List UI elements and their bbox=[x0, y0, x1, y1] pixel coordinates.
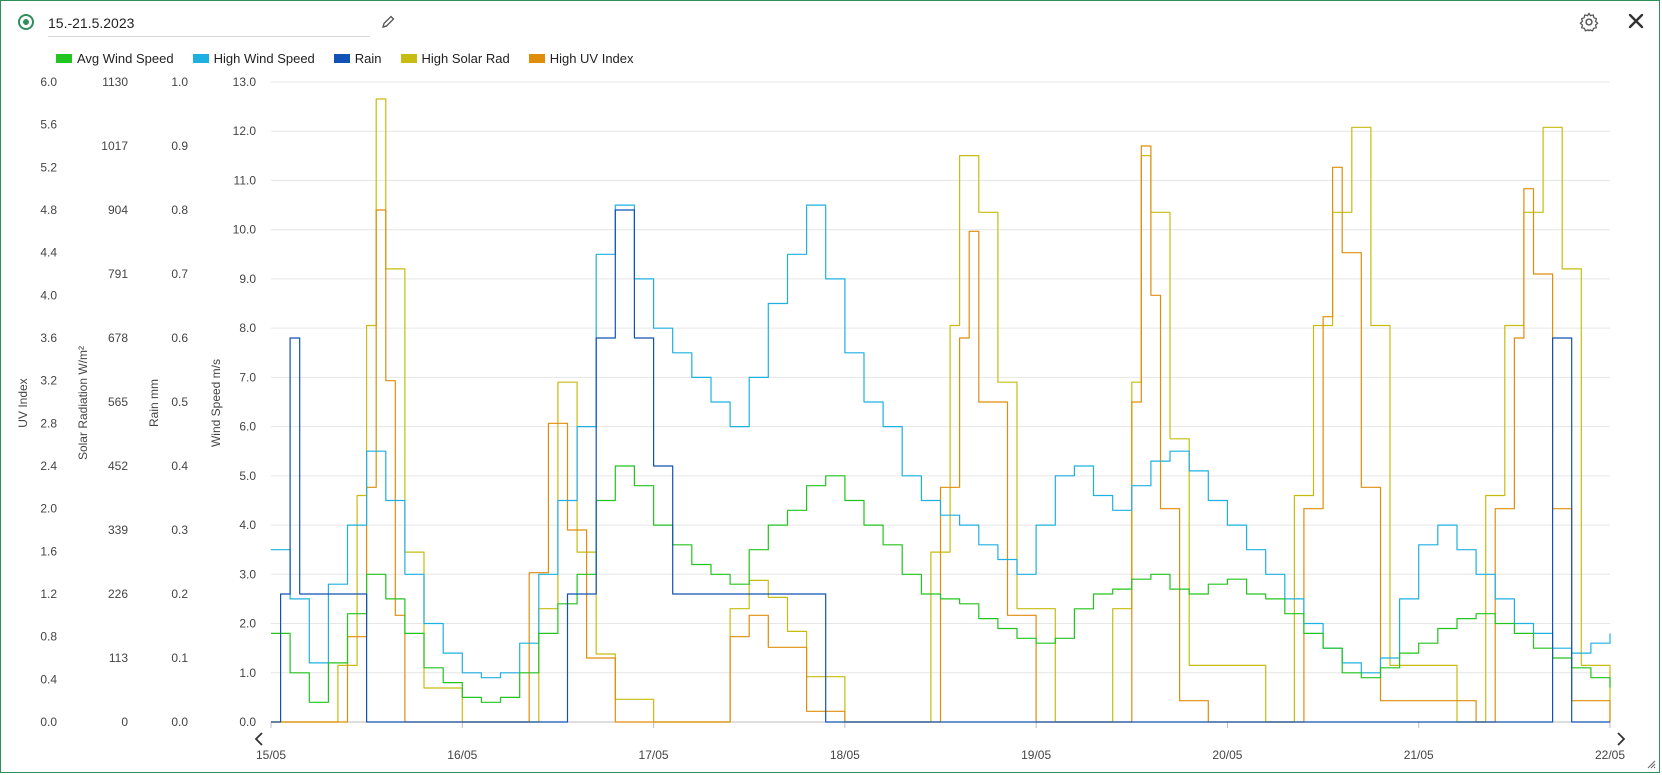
y-tick-label-wind: 13.0 bbox=[233, 75, 257, 89]
y-tick-label-wind: 0.0 bbox=[239, 715, 256, 729]
radio-icon[interactable] bbox=[18, 14, 34, 30]
pencil-icon[interactable] bbox=[380, 14, 396, 30]
legend-item-solar[interactable]: High Solar Rad bbox=[400, 50, 510, 66]
y-tick-label-uv: 1.6 bbox=[40, 544, 57, 558]
y-tick-label-uv: 4.8 bbox=[40, 203, 57, 217]
series-line-high-uv-index bbox=[271, 145, 1611, 723]
series-line-avg-wind-speed bbox=[271, 465, 1611, 703]
x-tick-label: 21/05 bbox=[1404, 748, 1434, 762]
y-tick-label-rain: 0.8 bbox=[171, 203, 188, 217]
x-tick-label: 18/05 bbox=[830, 748, 860, 762]
y-axis-title-uv: UV Index bbox=[16, 378, 30, 427]
x-tick-label: 20/05 bbox=[1212, 748, 1242, 762]
legend-swatch bbox=[528, 53, 545, 63]
series-line-rain bbox=[271, 209, 1610, 723]
y-tick-label-wind: 5.0 bbox=[239, 469, 256, 483]
y-tick-label-uv: 5.2 bbox=[40, 160, 57, 174]
y-tick-label-uv: 0.0 bbox=[40, 715, 57, 729]
y-tick-label-solar: 452 bbox=[108, 459, 128, 473]
y-tick-label-wind: 9.0 bbox=[239, 272, 256, 286]
y-tick-label-solar: 113 bbox=[109, 651, 128, 665]
y-tick-label-rain: 0.1 bbox=[171, 651, 188, 665]
y-axis-title-rain: Rain mm bbox=[147, 379, 161, 427]
y-tick-label-wind: 6.0 bbox=[239, 420, 256, 434]
y-tick-label-solar: 791 bbox=[108, 267, 128, 281]
y-tick-label-rain: 0.0 bbox=[171, 715, 188, 729]
y-tick-label-wind: 11.0 bbox=[234, 173, 257, 187]
legend-item-avg-wind[interactable]: Avg Wind Speed bbox=[56, 51, 174, 66]
y-tick-label-rain: 0.3 bbox=[171, 523, 188, 537]
x-tick-label: 17/05 bbox=[639, 748, 669, 762]
legend-swatch bbox=[400, 53, 417, 63]
y-tick-label-uv: 3.6 bbox=[40, 331, 57, 345]
y-tick-label-uv: 0.4 bbox=[40, 672, 57, 686]
legend-label: High Wind Speed bbox=[213, 50, 315, 66]
y-tick-label-wind: 2.0 bbox=[239, 617, 256, 631]
legend-item-high-wind[interactable]: High Wind Speed bbox=[192, 50, 315, 66]
legend-item-rain[interactable]: Rain bbox=[333, 50, 382, 66]
y-tick-label-uv: 6.0 bbox=[40, 75, 57, 89]
y-tick-label-rain: 0.7 bbox=[171, 267, 188, 281]
scroll-right-icon[interactable] bbox=[1617, 732, 1626, 746]
gear-icon[interactable] bbox=[1578, 11, 1600, 33]
y-tick-label-rain: 0.4 bbox=[171, 459, 188, 473]
y-tick-label-wind: 8.0 bbox=[239, 321, 256, 335]
legend-label: High UV Index bbox=[549, 50, 634, 66]
y-tick-label-uv: 1.2 bbox=[40, 587, 57, 601]
date-range-title[interactable]: 15.-21.5.2023 bbox=[48, 12, 370, 37]
series-line-high-solar-rad bbox=[271, 98, 1611, 723]
y-tick-label-wind: 7.0 bbox=[239, 370, 256, 384]
y-tick-label-wind: 10.0 bbox=[233, 223, 257, 237]
y-tick-label-wind: 3.0 bbox=[239, 567, 256, 581]
y-tick-label-rain: 0.9 bbox=[171, 139, 188, 153]
y-tick-label-rain: 0.5 bbox=[171, 395, 188, 409]
x-tick-label: 16/05 bbox=[447, 748, 477, 762]
y-tick-label-solar: 1130 bbox=[102, 75, 128, 89]
legend-swatch bbox=[192, 53, 209, 63]
y-tick-label-uv: 2.0 bbox=[40, 502, 57, 516]
x-tick-label: 19/05 bbox=[1021, 748, 1051, 762]
series-line-high-wind-speed bbox=[271, 204, 1611, 679]
y-tick-label-uv: 5.6 bbox=[40, 118, 57, 132]
x-tick-label: 15/05 bbox=[256, 748, 286, 762]
y-tick-label-solar: 1017 bbox=[101, 139, 128, 153]
y-axis-title-wind: Wind Speed m/s bbox=[209, 359, 223, 447]
y-tick-label-solar: 565 bbox=[108, 395, 128, 409]
scroll-left-icon[interactable] bbox=[254, 732, 263, 746]
legend-label: Rain bbox=[354, 50, 382, 66]
y-tick-label-solar: 0 bbox=[121, 715, 128, 729]
legend-item-uv[interactable]: High UV Index bbox=[528, 50, 634, 66]
close-icon[interactable] bbox=[1626, 11, 1646, 31]
y-tick-label-rain: 0.6 bbox=[171, 331, 188, 345]
y-tick-label-uv: 0.8 bbox=[40, 630, 57, 644]
y-tick-label-uv: 4.0 bbox=[40, 288, 57, 302]
y-tick-label-uv: 4.4 bbox=[40, 246, 57, 260]
y-tick-label-wind: 1.0 bbox=[239, 666, 256, 680]
y-tick-label-uv: 2.4 bbox=[40, 459, 57, 473]
legend-label: High Solar Rad bbox=[421, 50, 510, 66]
y-axis-title-solar: Solar Radiation W/m² bbox=[76, 346, 90, 460]
y-tick-label-solar: 226 bbox=[108, 587, 128, 601]
legend: Avg Wind Speed High Wind Speed Rain High… bbox=[56, 48, 653, 68]
y-tick-label-solar: 904 bbox=[108, 203, 128, 217]
y-tick-label-solar: 678 bbox=[108, 331, 128, 345]
header: 15.-21.5.2023 bbox=[0, 0, 1660, 44]
y-tick-label-solar: 339 bbox=[108, 523, 128, 537]
x-tick-label: 22/05 bbox=[1595, 748, 1625, 762]
y-tick-label-wind: 4.0 bbox=[239, 518, 256, 532]
legend-swatch bbox=[56, 53, 72, 63]
y-tick-label-wind: 12.0 bbox=[233, 124, 257, 138]
y-tick-label-rain: 1.0 bbox=[171, 75, 188, 89]
y-tick-label-uv: 2.8 bbox=[40, 416, 57, 430]
resize-grip-icon[interactable] bbox=[1646, 759, 1656, 769]
y-tick-label-rain: 0.2 bbox=[171, 587, 188, 601]
y-tick-label-uv: 3.2 bbox=[40, 374, 57, 388]
legend-label: Avg Wind Speed bbox=[77, 50, 174, 66]
legend-swatch bbox=[333, 53, 350, 63]
